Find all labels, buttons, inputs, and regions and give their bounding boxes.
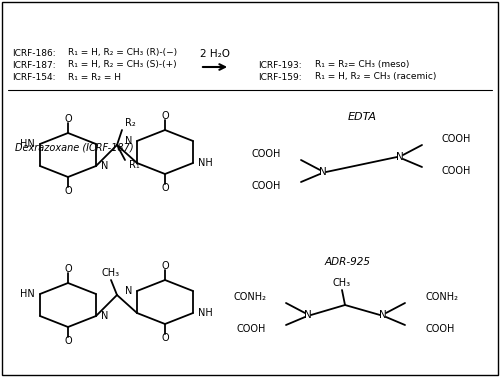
Text: Dexrazoxane (ICRF-187): Dexrazoxane (ICRF-187) <box>15 142 134 152</box>
Text: O: O <box>161 183 169 193</box>
Text: COOH: COOH <box>425 324 454 334</box>
Text: ICRF-159:: ICRF-159: <box>258 72 302 81</box>
Text: EDTA: EDTA <box>348 112 376 122</box>
Text: N: N <box>124 136 132 146</box>
Text: O: O <box>64 114 72 124</box>
Text: COOH: COOH <box>252 149 281 159</box>
Text: ICRF-154:: ICRF-154: <box>12 72 56 81</box>
Text: O: O <box>161 333 169 343</box>
Text: COOH: COOH <box>442 166 472 176</box>
Text: N: N <box>101 161 108 171</box>
Text: N: N <box>101 311 108 321</box>
Text: N: N <box>396 152 404 162</box>
Text: COOH: COOH <box>442 134 472 144</box>
Text: O: O <box>161 261 169 271</box>
Text: CONH₂: CONH₂ <box>233 292 266 302</box>
Text: O: O <box>64 264 72 274</box>
Text: R₂: R₂ <box>125 118 136 128</box>
Text: ICRF-187:: ICRF-187: <box>12 60 56 69</box>
Text: NH: NH <box>198 308 213 318</box>
Text: 2 H₂O: 2 H₂O <box>200 49 230 59</box>
Text: HN: HN <box>20 139 35 149</box>
Text: R₁ = R₂= CH₃ (meso): R₁ = R₂= CH₃ (meso) <box>315 60 410 69</box>
Text: R₁ = H, R₂ = CH₃ (R)-(−): R₁ = H, R₂ = CH₃ (R)-(−) <box>68 49 177 58</box>
Text: NH: NH <box>198 158 213 168</box>
Text: ADR-925: ADR-925 <box>325 257 371 267</box>
Text: COOH: COOH <box>236 324 266 334</box>
Text: O: O <box>161 111 169 121</box>
Text: ICRF-193:: ICRF-193: <box>258 60 302 69</box>
Text: N: N <box>124 286 132 296</box>
Text: R₁ = H, R₂ = CH₃ (racemic): R₁ = H, R₂ = CH₃ (racemic) <box>315 72 436 81</box>
Text: O: O <box>64 186 72 196</box>
Text: R₁ = R₂ = H: R₁ = R₂ = H <box>68 72 121 81</box>
Text: COOH: COOH <box>252 181 281 191</box>
Text: ICRF-186:: ICRF-186: <box>12 49 56 58</box>
Text: N: N <box>304 310 312 320</box>
Text: CH₃: CH₃ <box>333 278 351 288</box>
Text: HN: HN <box>20 289 35 299</box>
Text: O: O <box>64 336 72 346</box>
Text: R₁ = H, R₂ = CH₃ (S)-(+): R₁ = H, R₂ = CH₃ (S)-(+) <box>68 60 176 69</box>
Text: CH₃: CH₃ <box>102 268 120 278</box>
Text: CONH₂: CONH₂ <box>425 292 458 302</box>
Text: R₁: R₁ <box>129 160 140 170</box>
Text: N: N <box>379 310 387 320</box>
Text: N: N <box>319 167 327 177</box>
